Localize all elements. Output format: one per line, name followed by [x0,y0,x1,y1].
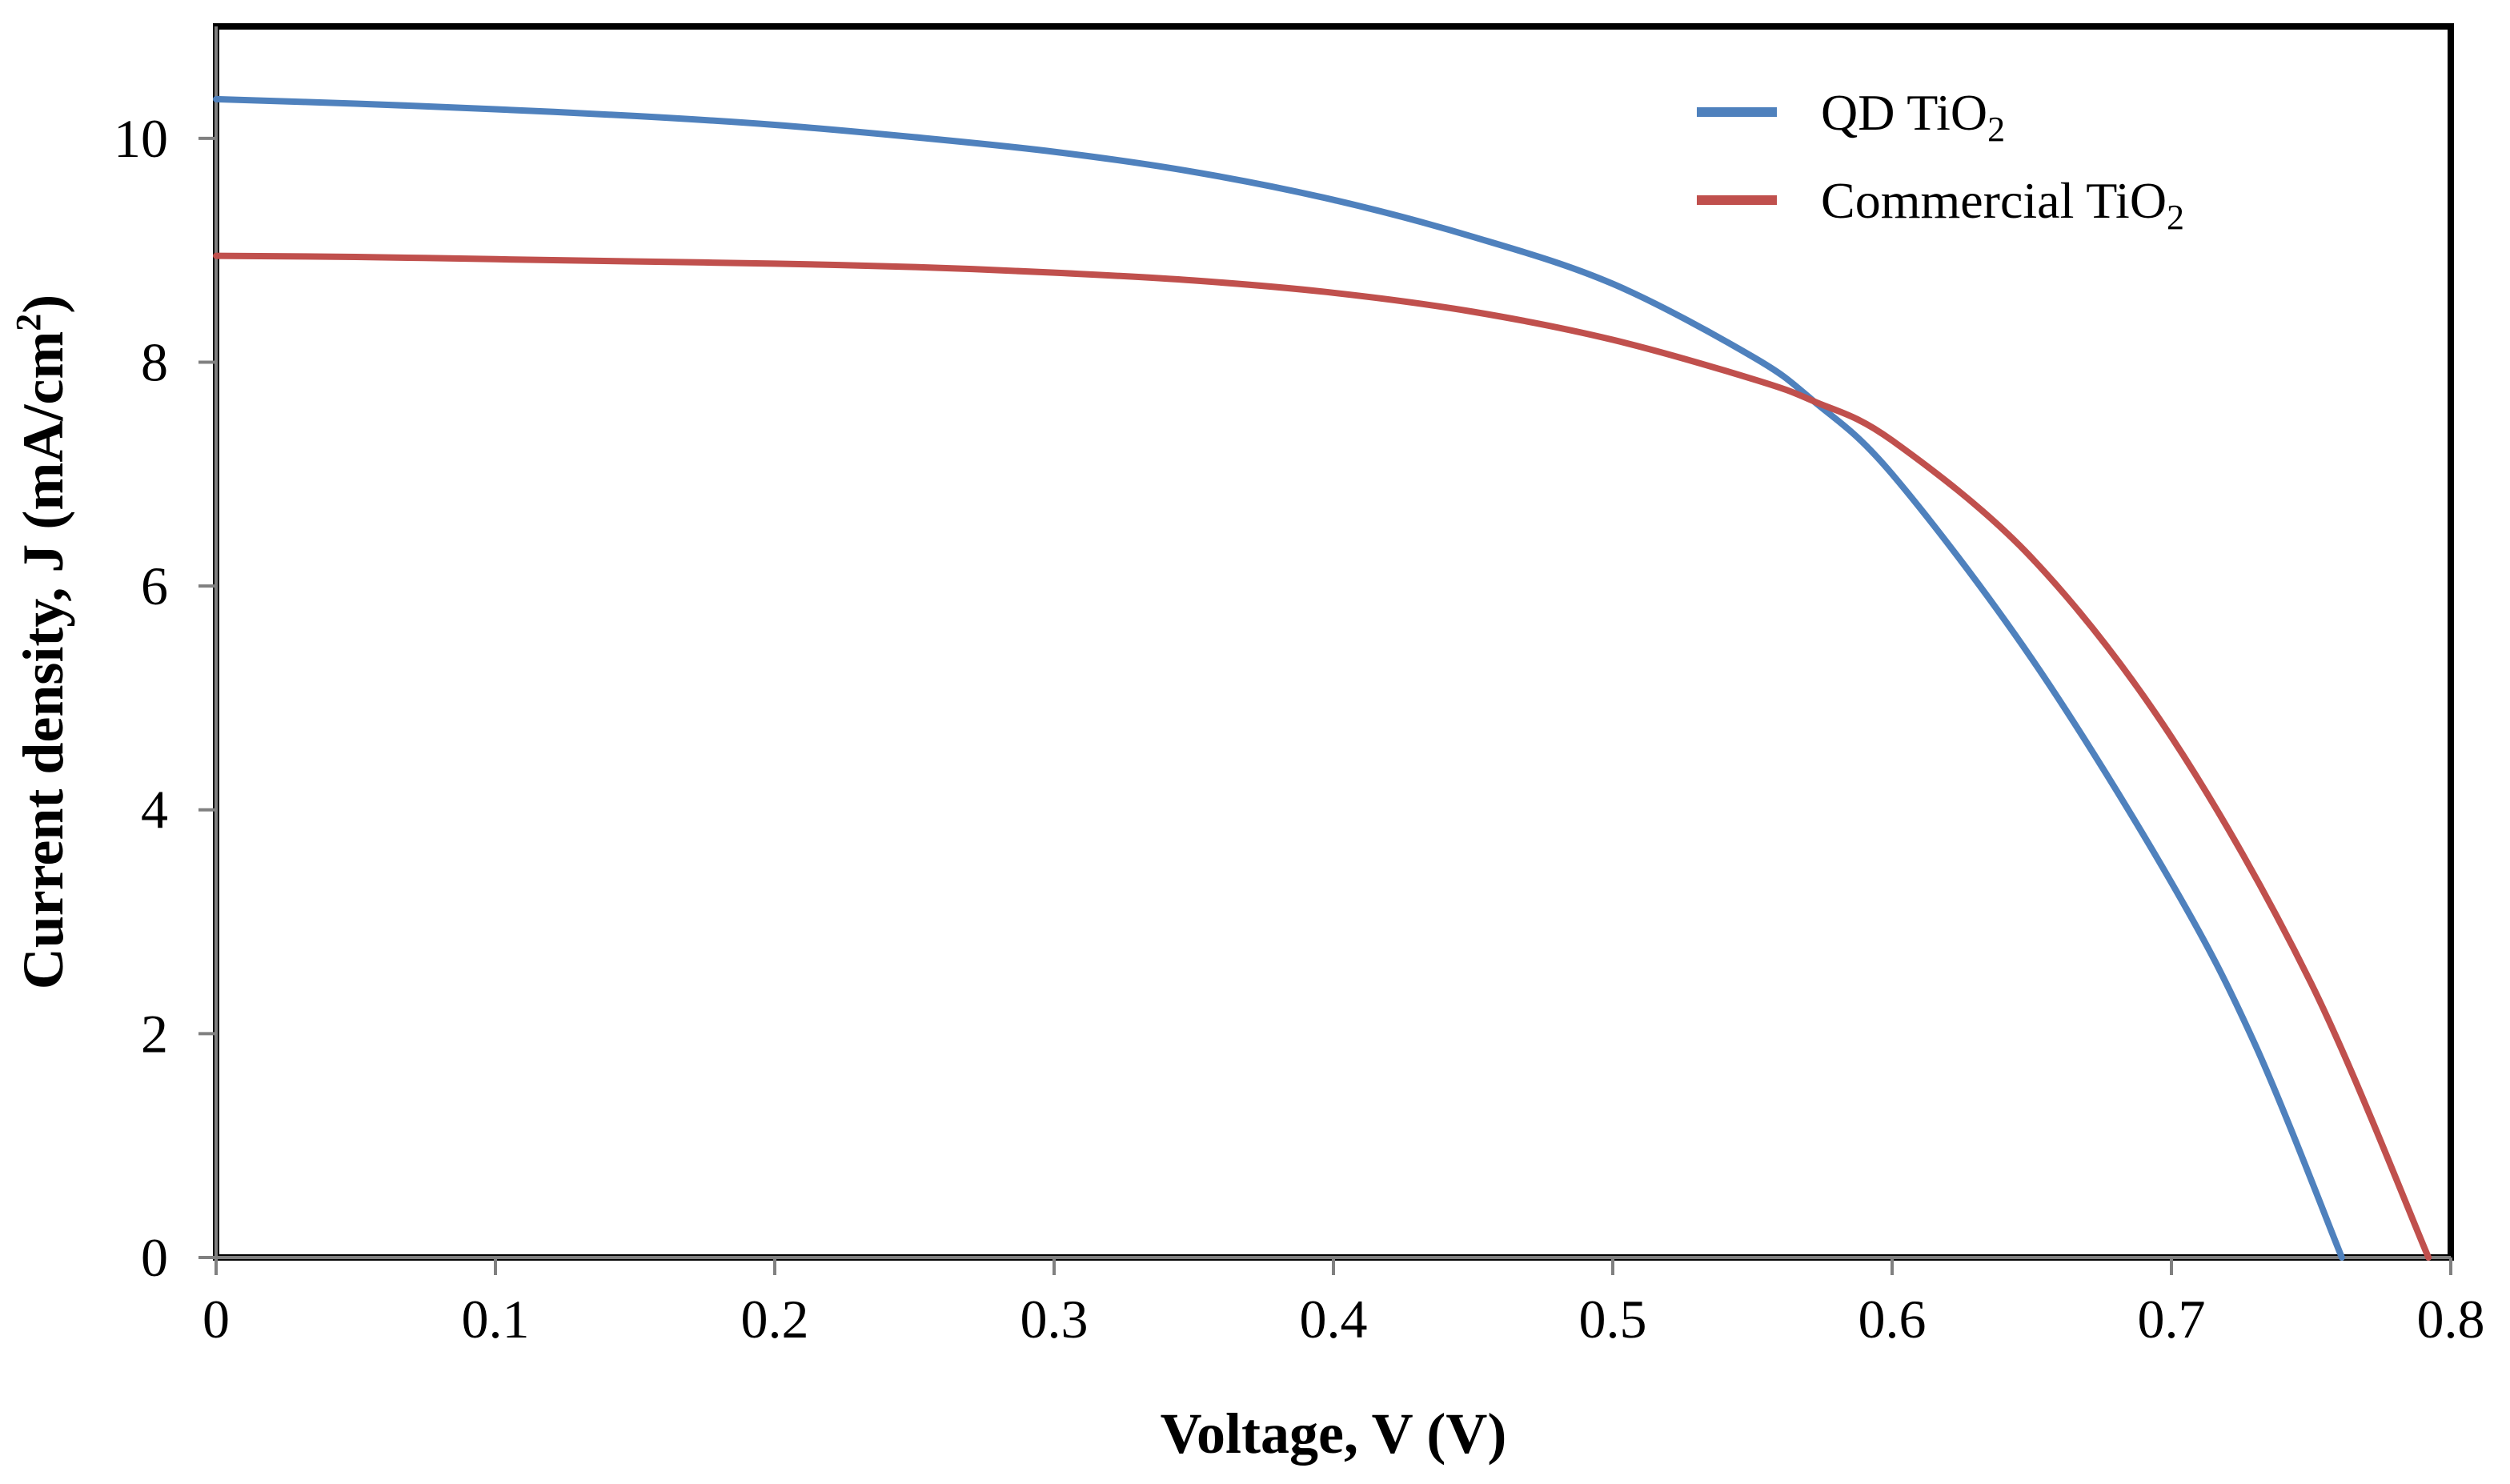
y-tick-label: 0 [141,1227,168,1288]
x-tick-label: 0 [202,1289,230,1350]
y-tick-label: 8 [141,331,168,392]
y-axis-title: Current density, J (mA/cm2) [9,295,75,990]
x-tick-label: 0.7 [2138,1289,2206,1350]
x-axis-title: Voltage, V (V) [1161,1402,1507,1466]
y-tick-label: 10 [114,108,168,169]
legend: QD TiO2 Commercial TiO2 [1697,84,2184,237]
series-lines [213,95,2432,1261]
series-line-qd-tio2 [213,95,2345,1261]
x-tick-label: 0.3 [1020,1289,1089,1350]
x-tick-label: 0.6 [1858,1289,1927,1350]
legend-label-qd-tio2-main: QD TiO [1821,84,1987,141]
y-tick-label: 2 [141,1003,168,1064]
y-tick-label: 4 [141,780,168,840]
x-tick-label: 0.4 [1300,1289,1368,1350]
x-tick-label: 0.1 [462,1289,530,1350]
y-axis-title-superscript: 2 [9,314,48,331]
x-tick-label: 0.8 [2417,1289,2485,1350]
x-tick-label: 0.5 [1579,1289,1647,1350]
plot-area-frame [213,23,2454,1261]
legend-label-qd-tio2: QD TiO2 [1821,84,2005,149]
legend-label-commercial-tio2: Commercial TiO2 [1821,172,2184,237]
legend-label-qd-tio2-sub: 2 [1987,110,2005,149]
y-axis-title-main: Current density, J (mA/cm [11,331,75,990]
y-axis-title-close: ) [11,295,75,314]
x-tick-label: 0.2 [741,1289,809,1350]
legend-label-commercial-tio2-main: Commercial TiO [1821,172,2167,229]
y-tick-label: 6 [141,555,168,616]
series-line-commercial-tio2 [213,252,2432,1261]
axis-ticks: 0 0.1 0.2 0.3 0.4 0.5 0.6 0.7 0.8 0 2 4 6 8 10 [114,108,2485,1350]
legend-label-commercial-tio2-sub: 2 [2167,198,2184,237]
